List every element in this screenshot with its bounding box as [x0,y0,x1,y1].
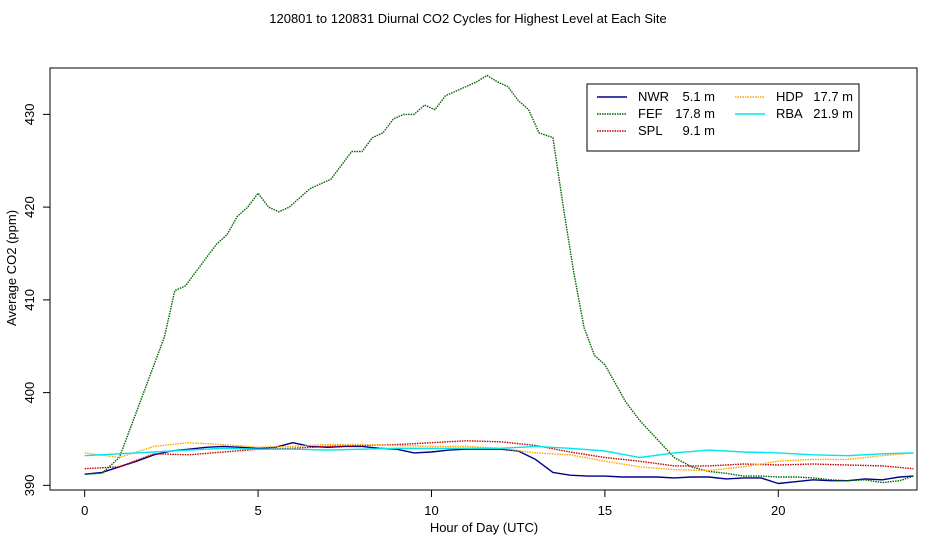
x-tick-label: 20 [771,503,785,518]
x-tick-label: 0 [81,503,88,518]
x-axis: 0 5 10 15 20 [81,490,786,518]
legend-label-nwr: NWR [638,89,669,104]
x-axis-label: Hour of Day (UTC) [430,520,538,535]
series-layer [84,74,914,485]
x-tick-label: 10 [424,503,438,518]
legend-height-spl: 9.1 m [682,123,715,138]
series-line-fef [84,74,914,484]
legend-label-rba: RBA [776,106,803,121]
legend-height-hdp: 17.7 m [813,89,853,104]
legend-height-nwr: 5.1 m [682,89,715,104]
legend-height-fef: 17.8 m [675,106,715,121]
legend: NWR 5.1 m FEF 17.8 m SPL 9.1 m HDP 17.7 m RBA 21.… [586,83,860,152]
series-line-nwr [84,442,914,485]
plot-frame [49,67,918,491]
y-tick-label: 400 [22,382,37,404]
x-tick-label: 15 [598,503,612,518]
x-tick-label: 5 [254,503,261,518]
legend-height-rba: 21.9 m [813,106,853,121]
y-axis-label: Average CO2 (ppm) [4,210,19,326]
chart-title: 120801 to 120831 Diurnal CO2 Cycles for … [269,11,666,26]
series-line-spl [84,440,914,470]
legend-label-spl: SPL [638,123,663,138]
y-tick-label: 390 [22,475,37,497]
y-axis: 390 400 410 420 430 [22,104,50,497]
y-tick-label: 410 [22,289,37,311]
series-line-rba [84,445,914,459]
y-tick-label: 420 [22,196,37,218]
legend-label-fef: FEF [638,106,663,121]
legend-label-hdp: HDP [776,89,803,104]
y-tick-label: 430 [22,104,37,126]
legend-box [586,83,860,152]
